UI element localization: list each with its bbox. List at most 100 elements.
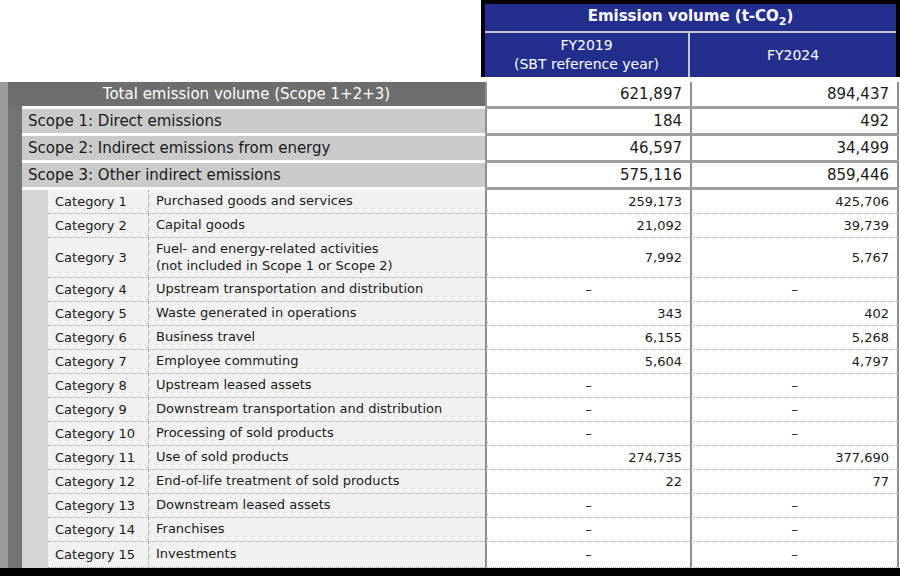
category-desc-cell: Processing of sold products xyxy=(148,422,485,446)
category-row: Category 12End-of-life treatment of sold… xyxy=(48,470,900,494)
emission-volume-header: Emission volume (t-CO2) xyxy=(485,4,896,31)
fy2019-value-cell: 6,155 xyxy=(485,326,690,350)
fy2024-value-cell: – xyxy=(690,494,899,518)
category-row: Category 2Capital goods21,09239,739 xyxy=(48,214,900,238)
fy2019-value-cell: – xyxy=(485,494,690,518)
category-desc-cell: Business travel xyxy=(148,326,485,350)
scope-row: Scope 1: Direct emissions184492 xyxy=(22,109,900,133)
category-number-cell: Category 4 xyxy=(48,278,148,302)
fy2024-value-cell: – xyxy=(690,398,899,422)
fy2024-value-cell: 39,739 xyxy=(690,214,899,238)
emissions-table: Emission volume (t-CO2) FY2019 (SBT refe… xyxy=(0,0,900,577)
fy2024-value-cell: 4,797 xyxy=(690,350,899,374)
emission-volume-header-text: Emission volume (t-CO2) xyxy=(588,7,794,28)
fy2019-value-cell: – xyxy=(485,374,690,398)
fy2019-value-cell: – xyxy=(485,518,690,542)
fy2019-value-cell: 259,173 xyxy=(485,190,690,214)
category-desc-cell: Upstream leased assets xyxy=(148,374,485,398)
category-desc-cell: Downstream leased assets xyxy=(148,494,485,518)
category-number-cell: Category 8 xyxy=(48,374,148,398)
fy2024-value-cell: 5,767 xyxy=(690,238,899,278)
total-row: Total emission volume (Scope 1+2+3)621,8… xyxy=(8,82,900,106)
fy2024-value-cell: 425,706 xyxy=(690,190,899,214)
category-desc-cell: Capital goods xyxy=(148,214,485,238)
fy2024-value-cell: 859,446 xyxy=(690,163,899,187)
scope-row: Scope 2: Indirect emissions from energy4… xyxy=(22,136,900,160)
fy2019-value-cell: – xyxy=(485,422,690,446)
category-number-cell: Category 5 xyxy=(48,302,148,326)
fy2019-value-cell: 575,116 xyxy=(485,163,690,187)
category-number-cell: Category 12 xyxy=(48,470,148,494)
fy2019-value-cell: – xyxy=(485,398,690,422)
category-row: Category 9Downstream transportation and … xyxy=(48,398,900,422)
category-number-cell: Category 9 xyxy=(48,398,148,422)
fy2024-value-cell: 5,268 xyxy=(690,326,899,350)
fy2019-value-cell: 184 xyxy=(485,109,690,133)
category-desc-cell: Downstream transportation and distributi… xyxy=(148,398,485,422)
category-desc-cell: Investments xyxy=(148,542,485,568)
category-desc-cell: Waste generated in operations xyxy=(148,302,485,326)
fy2019-value-cell: 274,735 xyxy=(485,446,690,470)
fy2019-value-cell: – xyxy=(485,542,690,568)
category-row: Category 11Use of sold products274,73537… xyxy=(48,446,900,470)
scope-row: Scope 3: Other indirect emissions575,116… xyxy=(22,163,900,187)
fy2024-value-cell: – xyxy=(690,278,899,302)
category-desc-cell: Employee commuting xyxy=(148,350,485,374)
fy2024-label: FY2024 xyxy=(767,46,819,65)
fy2019-value-cell: – xyxy=(485,278,690,302)
category-row: Category 1Purchased goods and services25… xyxy=(48,190,900,214)
fy2019-value-cell: 343 xyxy=(485,302,690,326)
fy2024-value-cell: 894,437 xyxy=(690,82,899,106)
category-row: Category 7Employee commuting5,6044,797 xyxy=(48,350,900,374)
category-desc-cell: Use of sold products xyxy=(148,446,485,470)
fy2019-sublabel: (SBT reference year) xyxy=(514,55,659,74)
category-desc-line2: (not included in Scope 1 or Scope 2) xyxy=(156,258,393,275)
row-label-cell: Scope 2: Indirect emissions from energy xyxy=(22,136,485,160)
category-row: Category 10Processing of sold products–– xyxy=(48,422,900,446)
category-desc-cell: Purchased goods and services xyxy=(148,190,485,214)
category-row: Category 4Upstream transportation and di… xyxy=(48,278,900,302)
row-label-cell: Scope 3: Other indirect emissions xyxy=(22,163,485,187)
fy2024-value-cell: 377,690 xyxy=(690,446,899,470)
table-body: Total emission volume (Scope 1+2+3)621,8… xyxy=(0,82,900,568)
category-number-cell: Category 6 xyxy=(48,326,148,350)
category-desc-cell: Franchises xyxy=(148,518,485,542)
row-label-cell: Total emission volume (Scope 1+2+3) xyxy=(8,82,485,106)
category-number-cell: Category 11 xyxy=(48,446,148,470)
fy2024-value-cell: 77 xyxy=(690,470,899,494)
category-number-cell: Category 7 xyxy=(48,350,148,374)
category-number-cell: Category 13 xyxy=(48,494,148,518)
fy2019-value-cell: 46,597 xyxy=(485,136,690,160)
table-header: Emission volume (t-CO2) FY2019 (SBT refe… xyxy=(481,0,900,77)
fy2024-value-cell: – xyxy=(690,422,899,446)
fy2019-label: FY2019 xyxy=(560,36,612,55)
category-row: Category 14Franchises–– xyxy=(48,518,900,542)
category-desc-cell: Fuel- and energy-related activities(not … xyxy=(148,238,485,278)
fy2024-value-cell: 402 xyxy=(690,302,899,326)
fy2019-value-cell: 5,604 xyxy=(485,350,690,374)
category-desc-cell: End-of-life treatment of sold products xyxy=(148,470,485,494)
category-number-cell: Category 10 xyxy=(48,422,148,446)
category-row: Category 5Waste generated in operations3… xyxy=(48,302,900,326)
category-row: Category 3Fuel- and energy-related activ… xyxy=(48,238,900,278)
category-number-cell: Category 2 xyxy=(48,214,148,238)
category-desc-line1: Fuel- and energy-related activities xyxy=(156,241,379,258)
fy2024-value-cell: 492 xyxy=(690,109,899,133)
column-header-fy2019: FY2019 (SBT reference year) xyxy=(485,33,688,77)
fy2019-value-cell: 21,092 xyxy=(485,214,690,238)
fy2024-value-cell: 34,499 xyxy=(690,136,899,160)
fy2024-value-cell: – xyxy=(690,542,899,568)
category-row: Category 15Investments–– xyxy=(48,542,900,568)
category-number-cell: Category 15 xyxy=(48,542,148,568)
category-row: Category 13Downstream leased assets–– xyxy=(48,494,900,518)
category-number-cell: Category 1 xyxy=(48,190,148,214)
category-row: Category 6Business travel6,1555,268 xyxy=(48,326,900,350)
bottom-border-bar xyxy=(0,568,900,576)
fy2019-value-cell: 22 xyxy=(485,470,690,494)
fy2019-value-cell: 621,897 xyxy=(485,82,690,106)
column-header-fy2024: FY2024 xyxy=(690,33,896,77)
category-desc-cell: Upstream transportation and distribution xyxy=(148,278,485,302)
category-row: Category 8Upstream leased assets–– xyxy=(48,374,900,398)
column-header-row: FY2019 (SBT reference year) FY2024 xyxy=(485,33,896,77)
fy2024-value-cell: – xyxy=(690,518,899,542)
